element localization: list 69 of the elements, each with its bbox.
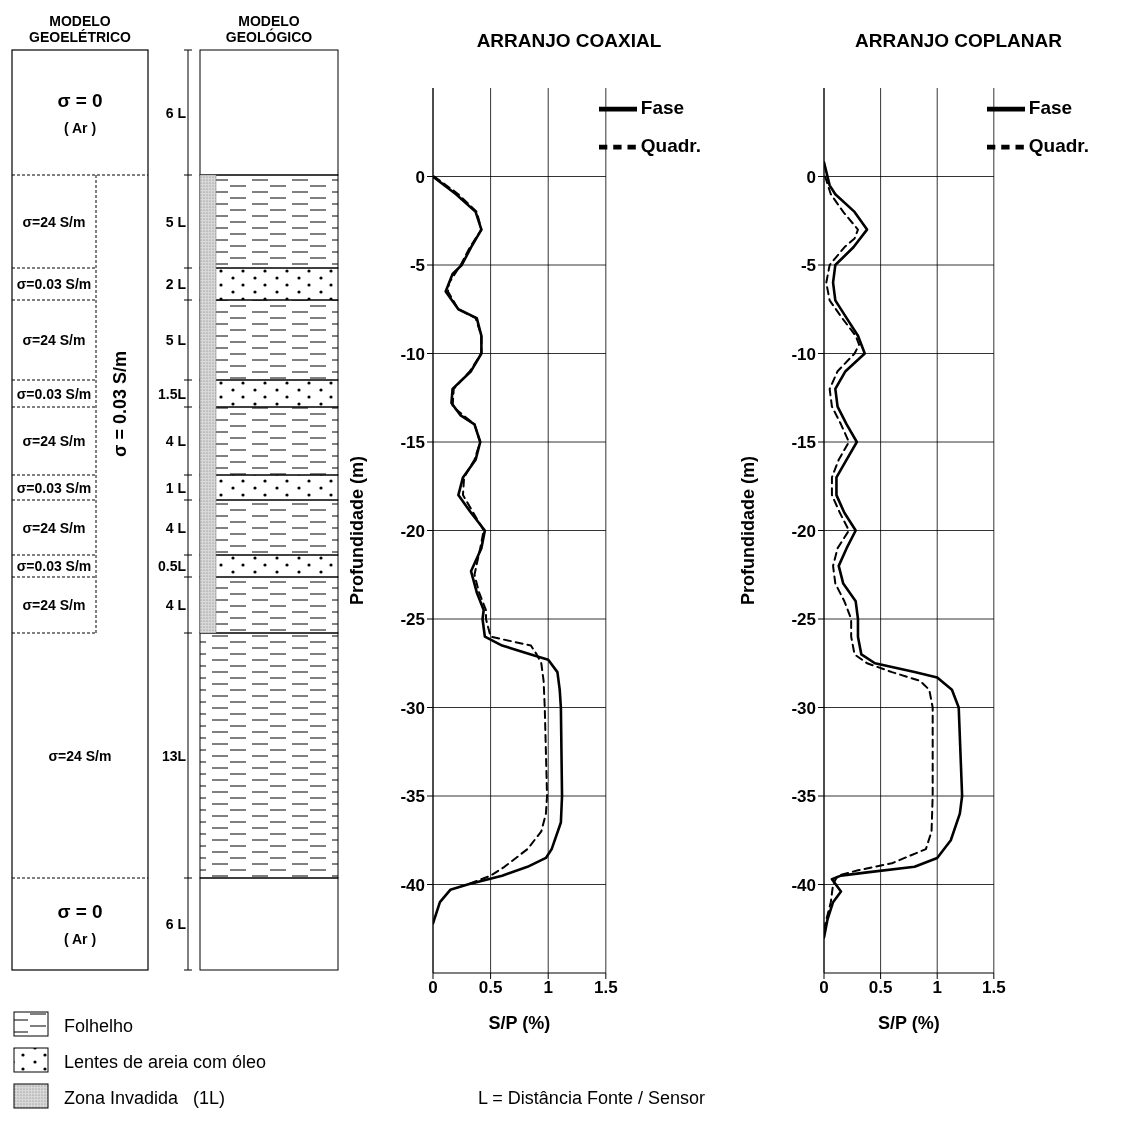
y-tick-label: 0 bbox=[806, 167, 816, 187]
x-tick-label: 1.5 bbox=[593, 978, 618, 998]
y-tick-label: -40 bbox=[791, 875, 816, 895]
y-tick-label: -25 bbox=[791, 610, 816, 630]
text: 4 L bbox=[165, 519, 187, 536]
legend-label: Fase bbox=[640, 97, 685, 119]
text: ( Ar ) bbox=[63, 119, 97, 136]
text: 5 L bbox=[165, 213, 187, 230]
text: σ = 0 bbox=[57, 901, 103, 922]
text: σ=24 S/m bbox=[22, 597, 86, 613]
text: 13L bbox=[161, 747, 187, 764]
text: 4 L bbox=[165, 433, 187, 449]
y-tick-label: 0 bbox=[415, 167, 425, 187]
y-axis-title: Profundidade (m) bbox=[738, 456, 759, 605]
text: 5 L bbox=[165, 332, 187, 348]
x-tick-label: 0 bbox=[428, 978, 438, 998]
y-tick-label: -5 bbox=[409, 256, 425, 276]
text: Lentes de areia com óleo bbox=[64, 1052, 267, 1072]
x-tick-label: 1 bbox=[932, 978, 942, 998]
x-axis-title: S/P (%) bbox=[878, 1013, 940, 1033]
y-tick-label: -10 bbox=[791, 344, 816, 364]
y-tick-label: -20 bbox=[791, 521, 816, 541]
x-tick-label: 0.5 bbox=[868, 978, 893, 998]
text: σ = 0 bbox=[57, 89, 103, 111]
y-tick-label: -30 bbox=[400, 698, 425, 718]
text: σ=24 S/m bbox=[22, 519, 86, 536]
y-tick-label: -35 bbox=[400, 787, 425, 807]
y-tick-label: -30 bbox=[791, 698, 816, 718]
text: 1 L bbox=[165, 479, 187, 496]
text: 0.5L bbox=[157, 558, 187, 574]
x-tick-label: 0.5 bbox=[478, 978, 503, 998]
y-tick-label: -40 bbox=[400, 875, 425, 895]
text: σ=24 S/m bbox=[48, 747, 112, 764]
text: 6 L bbox=[165, 916, 187, 932]
y-tick-label: -35 bbox=[791, 787, 816, 807]
text: σ=24 S/m bbox=[22, 332, 86, 348]
x-axis-title: S/P (%) bbox=[488, 1013, 551, 1033]
text: 2 L bbox=[165, 276, 187, 292]
legend-label: Quadr. bbox=[1028, 135, 1089, 157]
text: Zona Invadida (1L) bbox=[64, 1088, 226, 1108]
y-tick-label: -20 bbox=[400, 521, 425, 541]
text: σ=0.03 S/m bbox=[16, 276, 92, 292]
y-tick-label: -15 bbox=[400, 433, 425, 453]
text: Folhelho bbox=[64, 1016, 134, 1036]
text: σ=0.03 S/m bbox=[16, 479, 92, 496]
chart-title: ARRANJO COPLANAR bbox=[854, 29, 1063, 53]
y-tick-label: -10 bbox=[400, 344, 425, 364]
y-tick-label: -25 bbox=[400, 610, 425, 630]
text: σ=24 S/m bbox=[22, 213, 86, 230]
text: σ=0.03 S/m bbox=[16, 385, 92, 402]
x-tick-label: 1.5 bbox=[981, 978, 1006, 998]
x-tick-label: 1 bbox=[543, 978, 553, 998]
text: 6 L bbox=[165, 104, 187, 121]
text: MODELO GEOLÓGICO bbox=[225, 13, 313, 45]
y-axis-title: Profundidade (m) bbox=[347, 456, 368, 605]
text: L = Distância Fonte / Sensor bbox=[478, 1088, 705, 1108]
text: MODELO GEOELÉTRICO bbox=[29, 13, 132, 45]
y-tick-label: -15 bbox=[791, 433, 816, 453]
x-tick-label: 0 bbox=[819, 978, 829, 998]
text: σ=0.03 S/m bbox=[16, 558, 92, 574]
text: ( Ar ) bbox=[63, 931, 97, 947]
text: σ=24 S/m bbox=[22, 433, 86, 449]
chart-title: ARRANJO COAXIAL bbox=[475, 29, 663, 53]
text: σ = 0.03 S/m bbox=[110, 351, 130, 457]
legend-label: Quadr. bbox=[640, 135, 701, 157]
text: 4 L bbox=[165, 597, 187, 613]
y-tick-label: -5 bbox=[800, 256, 816, 276]
legend-label: Fase bbox=[1028, 97, 1073, 119]
text: 1.5L bbox=[157, 385, 187, 402]
